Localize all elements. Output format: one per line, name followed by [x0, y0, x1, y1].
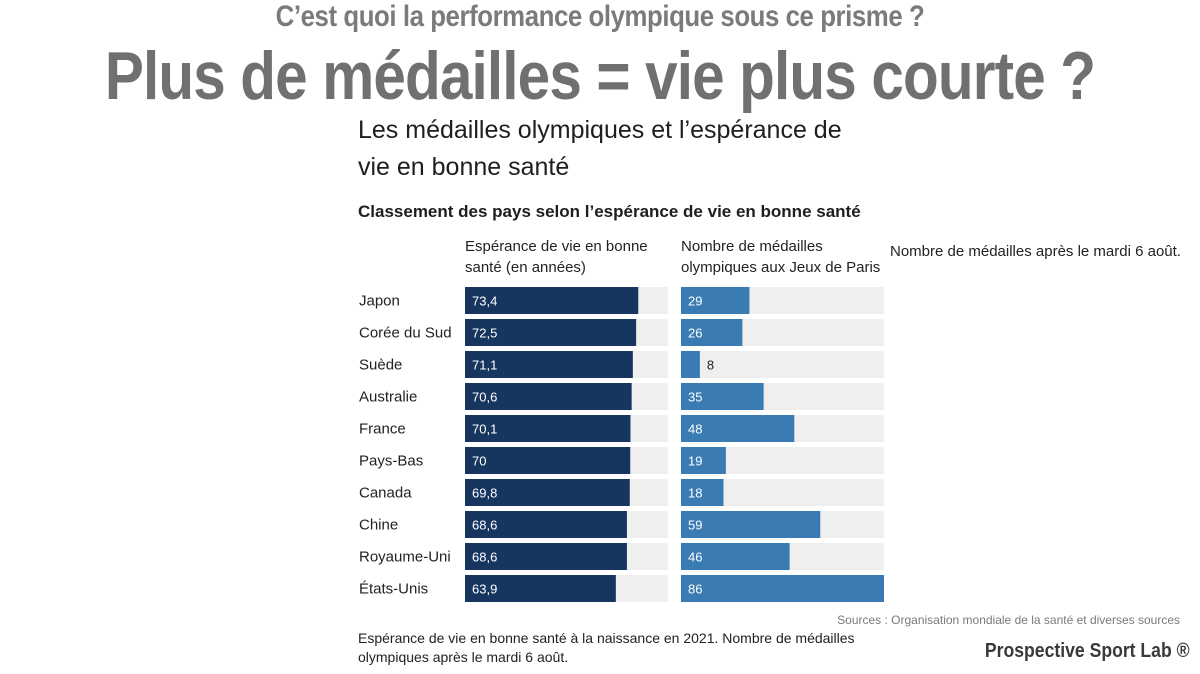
- medals-value-label: 86: [688, 582, 702, 597]
- life-expectancy-bar: [465, 575, 616, 602]
- medals-bar: [681, 351, 700, 378]
- life-expectancy-value-label: 63,9: [472, 582, 497, 597]
- headline: Plus de médailles = vie plus courte ?: [104, 38, 1096, 114]
- life-expectancy-value-label: 70,6: [472, 390, 497, 405]
- life-expectancy-bar: [465, 479, 630, 506]
- medals-value-label: 18: [688, 486, 702, 501]
- life-expectancy-bar: [465, 383, 632, 410]
- category-label: Canada: [359, 485, 412, 502]
- life-expectancy-bar: [465, 447, 631, 474]
- footnote: Espérance de vie en bonne santé à la nai…: [358, 630, 855, 665]
- medals-bar: [681, 415, 795, 442]
- medals-value-label: 26: [688, 326, 702, 341]
- side-note: Nombre de médailles après le mardi 6 aoû…: [890, 243, 1181, 260]
- medals-track: [681, 351, 884, 378]
- medals-value-label: 46: [688, 550, 702, 565]
- medals-value-label: 29: [688, 294, 702, 309]
- life-expectancy-bar: [465, 319, 637, 346]
- medals-bar: [681, 479, 724, 506]
- life-expectancy-bar: [465, 351, 633, 378]
- chart-subtitle: Classement des pays selon l’espérance de…: [358, 202, 861, 221]
- medals-bar: [681, 319, 743, 346]
- life-expectancy-bar: [465, 543, 627, 570]
- category-label: France: [359, 421, 406, 438]
- life-expectancy-value-label: 68,6: [472, 518, 497, 533]
- medals-bar: [681, 543, 790, 570]
- life-expectancy-value-label: 69,8: [472, 486, 497, 501]
- source-note: Sources : Organisation mondiale de la sa…: [837, 613, 1180, 627]
- life-expectancy-value-label: 70: [472, 454, 486, 469]
- medals-value-label: 48: [688, 422, 702, 437]
- category-label: Japon: [359, 293, 400, 310]
- life-expectancy-bar: [465, 511, 627, 538]
- life-expectancy-bar: [465, 415, 631, 442]
- medals-value-label: 19: [688, 454, 702, 469]
- chart-title: Les médailles olympiques et l’espérance …: [358, 116, 842, 181]
- category-label: Suède: [359, 357, 402, 374]
- life-expectancy-value-label: 71,1: [472, 358, 497, 373]
- category-label: Australie: [359, 389, 417, 406]
- life-expectancy-value-label: 68,6: [472, 550, 497, 565]
- medals-bar: [681, 287, 750, 314]
- category-label: Corée du Sud: [359, 325, 452, 342]
- life-expectancy-value-label: 70,1: [472, 422, 497, 437]
- medals-value-label: 35: [688, 390, 702, 405]
- medals-bar: [681, 575, 884, 602]
- category-label: Royaume-Uni: [359, 549, 451, 566]
- medals-bar: [681, 383, 764, 410]
- category-label: États-Unis: [359, 581, 428, 598]
- medal-column-header: Nombre de médailles olympiques aux Jeux …: [681, 238, 881, 276]
- brand-signature: Prospective Sport Lab ®: [985, 640, 1190, 662]
- category-label: Chine: [359, 517, 398, 534]
- medals-bar: [681, 511, 821, 538]
- category-label: Pays-Bas: [359, 453, 423, 470]
- medals-value-label: 59: [688, 518, 702, 533]
- medals-value-label: 8: [707, 358, 714, 373]
- life-expectancy-value-label: 72,5: [472, 326, 497, 341]
- life-expectancy-bar: [465, 287, 639, 314]
- life-expectancy-value-label: 73,4: [472, 294, 497, 309]
- medals-bar: [681, 447, 726, 474]
- kicker-title: C’est quoi la performance olympique sous…: [275, 0, 925, 33]
- life-column-header: Espérance de vie en bonne santé (en anné…: [465, 238, 648, 276]
